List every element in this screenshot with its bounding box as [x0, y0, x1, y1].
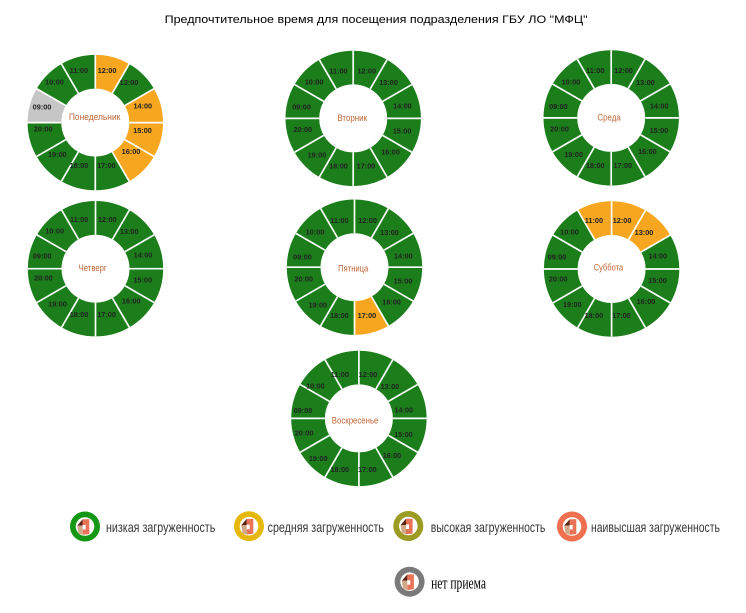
svg-text:09:00: 09:00 — [293, 252, 312, 261]
svg-text:14:00: 14:00 — [394, 252, 413, 261]
svg-text:10:00: 10:00 — [305, 78, 324, 87]
svg-text:11:00: 11:00 — [331, 370, 349, 379]
svg-text:20:00: 20:00 — [294, 275, 313, 284]
svg-text:низкая загруженность: низкая загруженность — [106, 520, 215, 535]
svg-text:10:00: 10:00 — [306, 228, 325, 237]
svg-text:19:00: 19:00 — [309, 454, 328, 463]
svg-text:13:00: 13:00 — [120, 227, 139, 236]
svg-text:09:00: 09:00 — [33, 102, 52, 111]
svg-text:15:00: 15:00 — [650, 126, 669, 135]
svg-text:17:00: 17:00 — [357, 161, 376, 170]
svg-text:12:00: 12:00 — [98, 215, 117, 224]
svg-text:16:00: 16:00 — [122, 147, 141, 156]
svg-text:18:00: 18:00 — [585, 311, 604, 320]
svg-text:09:00: 09:00 — [33, 251, 52, 260]
svg-text:19:00: 19:00 — [308, 150, 327, 159]
svg-text:10:00: 10:00 — [562, 77, 581, 86]
svg-text:20:00: 20:00 — [550, 125, 569, 134]
svg-text:11:00: 11:00 — [329, 66, 347, 75]
svg-text:12:00: 12:00 — [613, 216, 632, 225]
svg-text:17:00: 17:00 — [97, 161, 116, 170]
svg-text:14:00: 14:00 — [133, 102, 152, 111]
svg-text:18:00: 18:00 — [330, 311, 349, 320]
svg-text:09:00: 09:00 — [548, 252, 567, 261]
svg-text:09:00: 09:00 — [549, 102, 568, 111]
svg-text:20:00: 20:00 — [293, 125, 312, 134]
svg-text:Четверг: Четверг — [79, 263, 107, 274]
svg-text:16:00: 16:00 — [122, 296, 141, 305]
svg-text:12:00: 12:00 — [357, 66, 376, 75]
svg-text:15:00: 15:00 — [648, 276, 667, 285]
svg-text:17:00: 17:00 — [613, 161, 632, 170]
svg-text:11:00: 11:00 — [330, 216, 348, 225]
svg-text:10:00: 10:00 — [45, 227, 64, 236]
svg-text:17:00: 17:00 — [358, 465, 377, 474]
svg-text:19:00: 19:00 — [564, 150, 583, 159]
svg-text:Предпочтительное время для пос: Предпочтительное время для посещения под… — [165, 14, 588, 26]
svg-text:13:00: 13:00 — [635, 228, 654, 237]
svg-text:12:00: 12:00 — [614, 66, 633, 75]
svg-text:11:00: 11:00 — [70, 66, 88, 75]
svg-text:09:00: 09:00 — [294, 406, 313, 415]
svg-text:14:00: 14:00 — [394, 405, 413, 414]
svg-text:12:00: 12:00 — [358, 216, 377, 225]
svg-text:15:00: 15:00 — [393, 126, 412, 135]
svg-text:18:00: 18:00 — [70, 310, 89, 319]
svg-text:нет приема: нет приема — [431, 574, 486, 593]
svg-text:15:00: 15:00 — [394, 430, 413, 439]
svg-text:15:00: 15:00 — [133, 275, 152, 284]
svg-text:20:00: 20:00 — [295, 429, 314, 438]
svg-text:11:00: 11:00 — [586, 66, 604, 75]
svg-text:17:00: 17:00 — [612, 311, 631, 320]
svg-text:18:00: 18:00 — [329, 161, 348, 170]
svg-text:Вторник: Вторник — [337, 113, 367, 124]
svg-text:14:00: 14:00 — [650, 101, 669, 110]
svg-text:10:00: 10:00 — [45, 78, 64, 87]
svg-text:16:00: 16:00 — [381, 147, 400, 156]
svg-text:18:00: 18:00 — [330, 465, 349, 474]
svg-text:16:00: 16:00 — [638, 147, 657, 156]
svg-text:Понедельник: Понедельник — [69, 112, 121, 123]
svg-text:19:00: 19:00 — [563, 300, 582, 309]
svg-text:16:00: 16:00 — [383, 451, 402, 460]
svg-text:15:00: 15:00 — [394, 276, 413, 285]
svg-text:Суббота: Суббота — [594, 263, 624, 274]
svg-text:13:00: 13:00 — [380, 228, 399, 237]
svg-text:высокая загруженность: высокая загруженность — [431, 520, 546, 535]
svg-text:11:00: 11:00 — [585, 216, 603, 225]
svg-text:наивысшая загруженность: наивысшая загруженность — [591, 520, 720, 535]
svg-text:19:00: 19:00 — [308, 300, 327, 309]
svg-text:16:00: 16:00 — [382, 297, 401, 306]
svg-text:14:00: 14:00 — [134, 251, 153, 260]
svg-text:17:00: 17:00 — [97, 310, 116, 319]
svg-text:15:00: 15:00 — [133, 126, 152, 135]
svg-text:13:00: 13:00 — [120, 78, 139, 87]
svg-text:18:00: 18:00 — [586, 161, 605, 170]
svg-text:11:00: 11:00 — [70, 215, 88, 224]
svg-text:20:00: 20:00 — [34, 125, 53, 134]
svg-text:19:00: 19:00 — [48, 299, 67, 308]
svg-text:12:00: 12:00 — [359, 370, 378, 379]
svg-text:Пятница: Пятница — [338, 264, 369, 275]
svg-text:13:00: 13:00 — [636, 78, 655, 87]
svg-text:10:00: 10:00 — [306, 381, 325, 390]
svg-text:14:00: 14:00 — [393, 102, 412, 111]
svg-text:16:00: 16:00 — [637, 297, 656, 306]
svg-text:20:00: 20:00 — [34, 274, 53, 283]
svg-text:13:00: 13:00 — [381, 382, 400, 391]
svg-text:18:00: 18:00 — [70, 161, 89, 170]
svg-text:19:00: 19:00 — [48, 150, 67, 159]
svg-text:средняя загруженность: средняя загруженность — [268, 520, 384, 535]
svg-text:Среда: Среда — [597, 113, 621, 124]
svg-text:10:00: 10:00 — [560, 228, 579, 237]
svg-text:12:00: 12:00 — [98, 66, 117, 75]
svg-text:09:00: 09:00 — [292, 103, 311, 112]
svg-text:17:00: 17:00 — [358, 311, 377, 320]
svg-text:Воскресенье: Воскресенье — [332, 415, 379, 426]
svg-text:20:00: 20:00 — [549, 275, 568, 284]
svg-text:13:00: 13:00 — [379, 78, 398, 87]
svg-text:14:00: 14:00 — [648, 252, 667, 261]
